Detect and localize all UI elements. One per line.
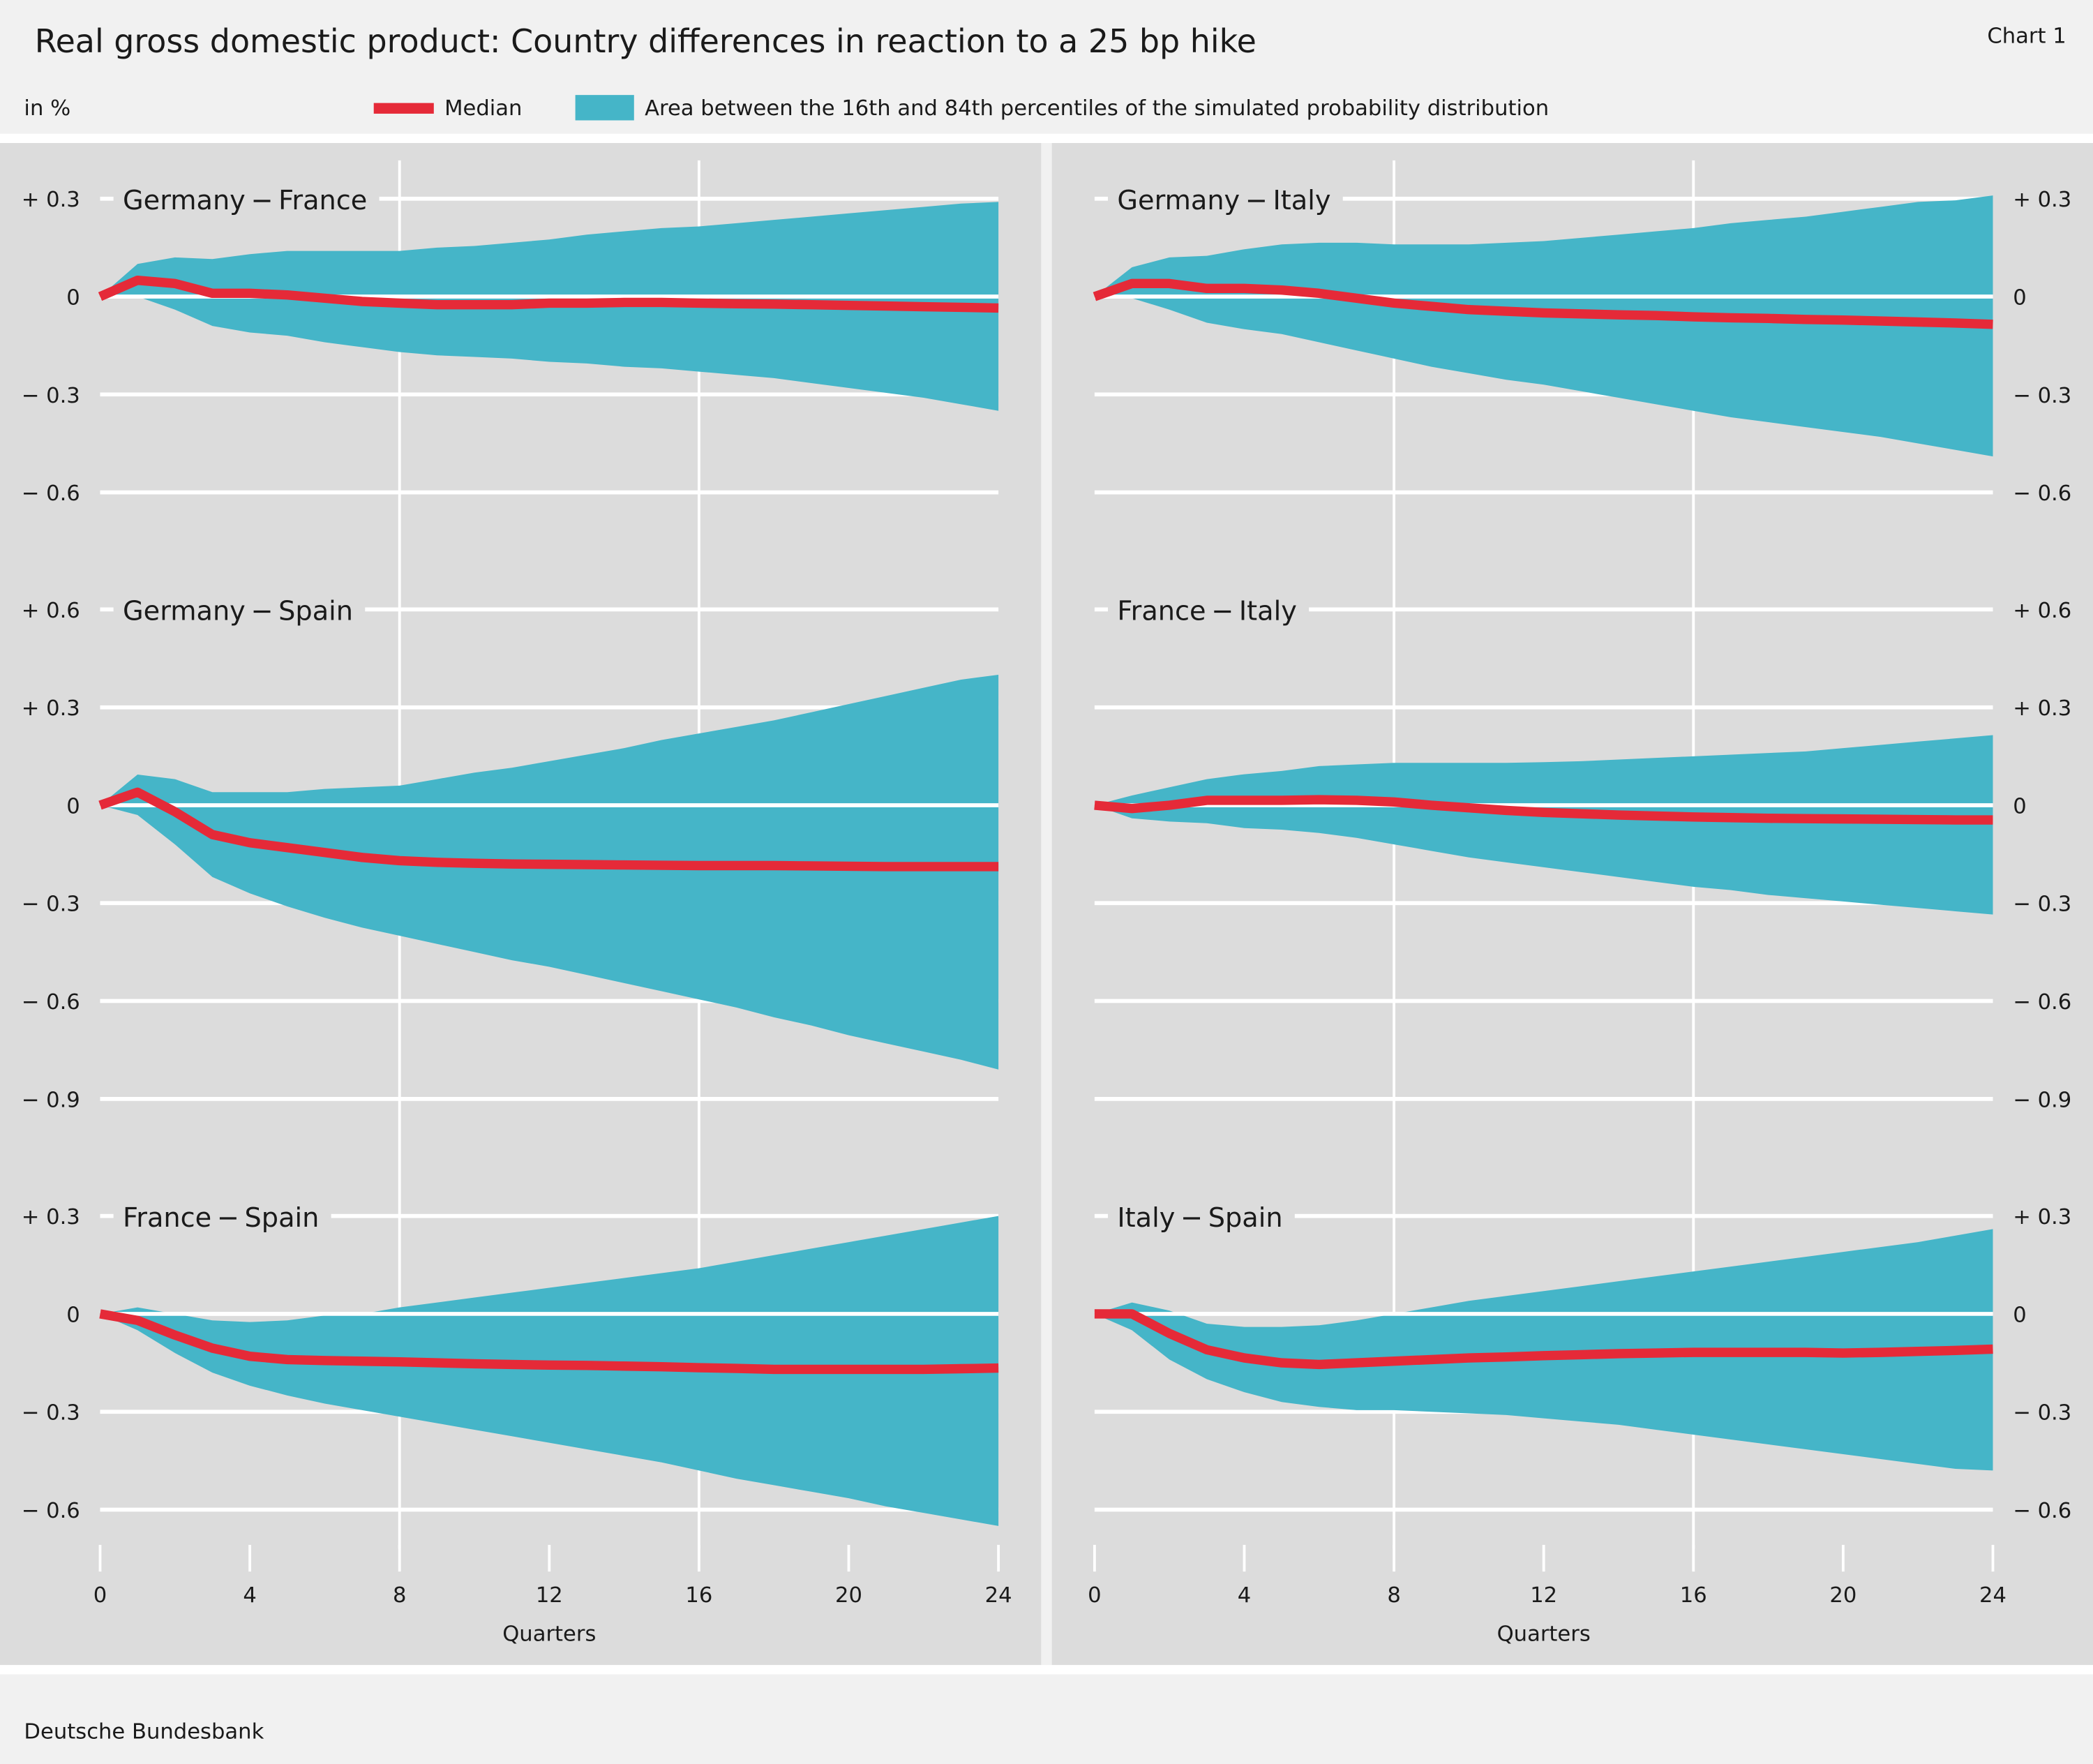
y-tick-label: 0 <box>2013 794 2026 819</box>
y-tick-label: − 0.6 <box>22 990 80 1015</box>
y-tick-label: + 0.3 <box>2013 1205 2071 1229</box>
panel-title-background <box>113 179 380 218</box>
y-tick-label: + 0.6 <box>22 599 80 623</box>
panel-title-background <box>1108 179 1343 218</box>
y-tick-label: + 0.3 <box>22 696 80 721</box>
panel-title: France − Italy <box>1117 596 1297 627</box>
x-tick-label: 4 <box>243 1583 256 1608</box>
panel-left-0: + 0.3 0 − 0.3 − 0.6 Germany − France <box>22 179 999 506</box>
panel-title-background <box>113 1197 331 1235</box>
panel-right-2: + 0.3 0 − 0.3 − 0.6 Italy − Spain <box>1094 1197 2071 1523</box>
y-tick-label: − 0.3 <box>2013 892 2071 917</box>
percentile-band <box>100 674 999 1070</box>
x-tick-label: 0 <box>93 1583 107 1608</box>
percentile-band <box>1094 735 1993 915</box>
x-tick-label: 0 <box>1088 1583 1101 1608</box>
y-tick-label: − 0.3 <box>22 1401 80 1426</box>
unit-label: in % <box>24 96 70 121</box>
legend-median-swatch <box>373 103 434 114</box>
x-axis-label: Quarters <box>1497 1622 1591 1647</box>
y-tick-label: + 0.3 <box>2013 696 2071 721</box>
x-tick-label: 8 <box>393 1583 406 1608</box>
y-tick-label: − 0.6 <box>2013 1499 2071 1523</box>
percentile-band <box>100 1216 999 1526</box>
y-tick-label: − 0.3 <box>2013 384 2071 408</box>
x-tick-label: 16 <box>1680 1583 1707 1608</box>
panel-title-background <box>1108 590 1310 629</box>
percentile-band <box>1094 195 1993 457</box>
y-tick-label: + 0.3 <box>22 188 80 212</box>
panel-right-1: + 0.6 + 0.3 0 − 0.3 − 0.6 − 0.9 France − Italy <box>1094 590 2071 1112</box>
panel-title: Germany − France <box>123 185 367 216</box>
panel-title: Germany − Italy <box>1117 185 1330 216</box>
y-tick-label: + 0.3 <box>22 1205 80 1229</box>
y-tick-label: − 0.9 <box>22 1088 80 1112</box>
y-tick-label: 0 <box>66 1303 80 1327</box>
panel-right-0: + 0.3 0 − 0.3 − 0.6 Germany − Italy <box>1093 179 2071 506</box>
x-tick-label: 24 <box>1979 1583 2006 1608</box>
legend-median-label: Median <box>444 96 522 121</box>
legend-band-swatch <box>575 95 634 121</box>
panel-title-background <box>1108 1197 1295 1235</box>
y-tick-label: 0 <box>2013 1303 2026 1327</box>
top-divider <box>0 133 2093 144</box>
y-tick-label: 0 <box>66 794 80 819</box>
y-tick-label: − 0.6 <box>22 1499 80 1523</box>
panel-title: Germany − Spain <box>123 596 353 627</box>
y-tick-label: + 0.6 <box>2013 599 2071 623</box>
panel-title: France − Spain <box>123 1202 319 1234</box>
y-tick-label: − 0.3 <box>22 892 80 917</box>
y-tick-label: − 0.3 <box>2013 1401 2071 1426</box>
x-tick-label: 4 <box>1238 1583 1251 1608</box>
y-tick-label: − 0.9 <box>2013 1088 2071 1112</box>
percentile-band <box>1094 1229 1993 1471</box>
bottom-divider <box>0 1665 2093 1675</box>
y-tick-label: − 0.6 <box>2013 481 2071 506</box>
y-tick-label: − 0.6 <box>2013 990 2071 1015</box>
x-tick-label: 12 <box>536 1583 563 1608</box>
x-axis-label: Quarters <box>502 1622 596 1647</box>
y-tick-label: − 0.6 <box>22 481 80 506</box>
y-tick-label: 0 <box>66 286 80 311</box>
x-tick-label: 16 <box>685 1583 712 1608</box>
y-tick-label: 0 <box>2013 286 2026 311</box>
x-tick-label: 8 <box>1387 1583 1400 1608</box>
x-tick-label: 20 <box>835 1583 862 1608</box>
chart-title: Real gross domestic product: Country dif… <box>35 22 1256 60</box>
legend-band-label: Area between the 16th and 84th percentil… <box>645 96 1549 121</box>
legend: Median Area between the 16th and 84th pe… <box>373 95 1549 121</box>
x-tick-label: 24 <box>985 1583 1012 1608</box>
y-tick-label: − 0.3 <box>22 384 80 408</box>
panel-left-2: + 0.3 0 − 0.3 − 0.6 France − Spain <box>22 1197 999 1526</box>
panel-left-1: + 0.6 + 0.3 0 − 0.3 − 0.6 − 0.9 Germany − Spai… <box>22 590 999 1112</box>
y-tick-label: + 0.3 <box>2013 188 2071 212</box>
x-tick-label: 20 <box>1829 1583 1856 1608</box>
x-tick-label: 12 <box>1530 1583 1557 1608</box>
panel-title-background <box>113 590 366 629</box>
chart-number: Chart 1 <box>1987 24 2066 49</box>
panel-title: Italy − Spain <box>1117 1202 1282 1234</box>
source-label: Deutsche Bundesbank <box>24 1719 264 1744</box>
